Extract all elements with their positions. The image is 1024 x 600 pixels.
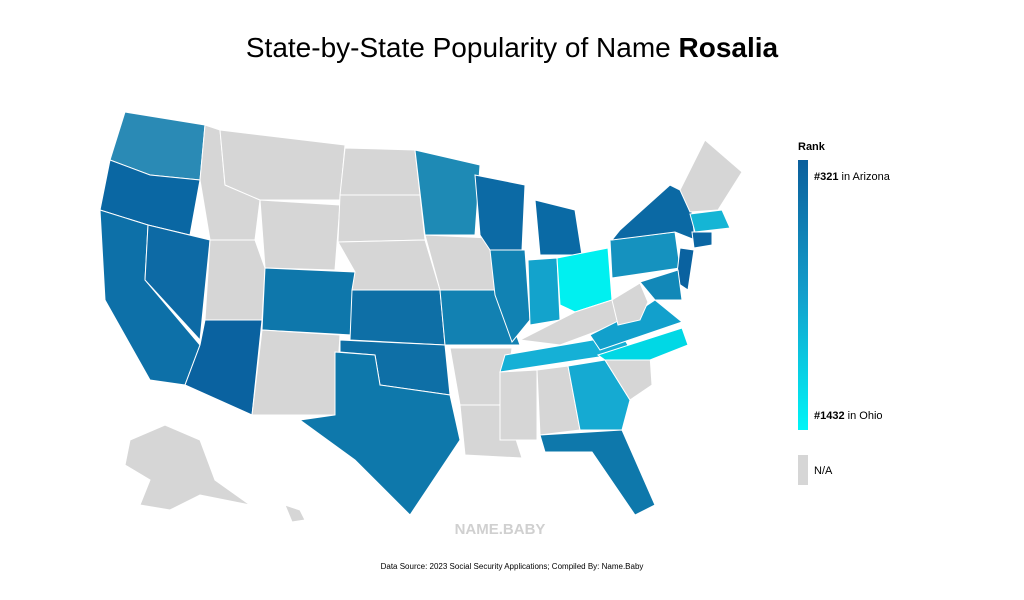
legend-top-rank: #321 (814, 171, 838, 183)
legend-top-text: in Arizona (842, 171, 891, 183)
title-name: Rosalia (679, 32, 779, 63)
watermark: NAME.BABY (455, 521, 546, 538)
source: Data Source: 2023 Social Security Applic… (381, 562, 644, 571)
legend-bottom-text: in Ohio (848, 410, 883, 422)
legend-bottom-rank: #1432 (814, 410, 845, 422)
legend-na: N/A (814, 465, 833, 477)
us-map (99, 111, 743, 523)
legend-top: #321 in Arizona (814, 171, 891, 183)
legend-bottom: #1432 in Ohio (814, 410, 883, 422)
title: State-by-State Popularity of Name Rosali… (246, 32, 779, 63)
legend-gradient (798, 160, 808, 430)
title-text: State-by-State Popularity of Name (246, 32, 671, 63)
legend-na-swatch (798, 455, 808, 485)
legend-title: Rank (798, 141, 826, 153)
